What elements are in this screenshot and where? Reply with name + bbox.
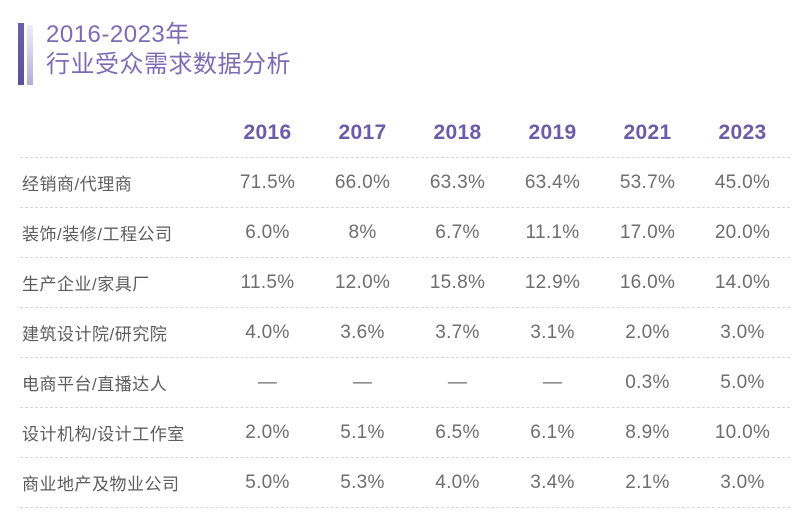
row-label: 装饰/装修/工程公司: [22, 225, 173, 244]
row-value: 4.0%: [245, 321, 290, 343]
row-value: 53.7%: [619, 171, 676, 193]
row-label: 电商平台/直播达人: [22, 375, 168, 394]
table-row: 商业地产及物业公司 5.0% 5.3% 4.0% 3.4% 2.1% 3.0%: [20, 458, 790, 508]
accent-bar-dark: [18, 23, 24, 85]
row-value: 5.3%: [340, 471, 385, 493]
column-header-2016: 2016: [243, 120, 292, 144]
row-value: 8.9%: [625, 421, 670, 443]
accent-bar-light: [27, 25, 33, 85]
row-value: —: [257, 371, 278, 393]
data-table: 2016 2017 2018 2019 2021 2023 经销商/代理商 71…: [20, 108, 790, 508]
row-value: 45.0%: [714, 171, 771, 193]
row-value: 2.0%: [245, 421, 290, 443]
row-value: —: [352, 371, 373, 393]
table-row: 电商平台/直播达人 — — — — 0.3% 5.0%: [20, 358, 790, 408]
row-value: 63.4%: [524, 171, 581, 193]
row-value: 63.3%: [429, 171, 486, 193]
row-value: 0.3%: [625, 371, 670, 393]
row-value: 3.1%: [530, 321, 575, 343]
row-label: 生产企业/家具厂: [22, 275, 150, 294]
row-label: 建筑设计院/研究院: [22, 325, 168, 344]
row-value: —: [447, 371, 468, 393]
row-label: 经销商/代理商: [22, 175, 133, 194]
row-value: 5.0%: [720, 371, 765, 393]
row-value: —: [542, 371, 563, 393]
title-line-1: 2016-2023年: [46, 21, 190, 48]
row-value: 6.0%: [245, 221, 290, 243]
row-value: 66.0%: [334, 171, 391, 193]
table-row: 经销商/代理商 71.5% 66.0% 63.3% 63.4% 53.7% 45…: [20, 158, 790, 208]
column-header-2021: 2021: [623, 120, 672, 144]
row-value: 11.5%: [240, 271, 295, 293]
row-value: 2.1%: [625, 471, 670, 493]
row-value: 4.0%: [435, 471, 480, 493]
row-label: 设计机构/设计工作室: [22, 425, 185, 444]
row-value: 6.7%: [435, 221, 480, 243]
table-header-row: 2016 2017 2018 2019 2021 2023: [20, 108, 790, 158]
row-value: 3.7%: [435, 321, 480, 343]
row-value: 71.5%: [239, 171, 296, 193]
page-header: 2016-2023年 行业受众需求数据分析: [18, 20, 800, 85]
row-value: 3.6%: [340, 321, 385, 343]
row-value: 6.1%: [530, 421, 575, 443]
row-value: 3.0%: [720, 321, 765, 343]
table-row: 建筑设计院/研究院 4.0% 3.6% 3.7% 3.1% 2.0% 3.0%: [20, 308, 790, 358]
row-value: 2.0%: [625, 321, 670, 343]
table-row: 生产企业/家具厂 11.5% 12.0% 15.8% 12.9% 16.0% 1…: [20, 258, 790, 308]
title-accent-bars-icon: [18, 23, 33, 85]
row-value: 20.0%: [714, 221, 771, 243]
row-value: 16.0%: [619, 271, 676, 293]
row-value: 12.9%: [524, 271, 581, 293]
row-value: 3.0%: [720, 471, 765, 493]
row-value: 8%: [348, 221, 377, 243]
column-header-2019: 2019: [528, 120, 577, 144]
column-header-2017: 2017: [338, 120, 387, 144]
row-value: 12.0%: [334, 271, 391, 293]
row-value: 6.5%: [435, 421, 480, 443]
page-title: 2016-2023年 行业受众需求数据分析: [46, 20, 291, 80]
row-label: 商业地产及物业公司: [22, 475, 180, 494]
row-value: 10.0%: [714, 421, 771, 443]
row-value: 5.0%: [245, 471, 290, 493]
report-page: 2016-2023年 行业受众需求数据分析 2016 2017 2018 201…: [0, 20, 800, 518]
row-value: 11.1%: [525, 221, 580, 243]
row-value: 3.4%: [530, 471, 575, 493]
column-header-2018: 2018: [433, 120, 482, 144]
table-row: 装饰/装修/工程公司 6.0% 8% 6.7% 11.1% 17.0% 20.0…: [20, 208, 790, 258]
row-value: 14.0%: [714, 271, 771, 293]
row-value: 15.8%: [429, 271, 486, 293]
row-value: 5.1%: [340, 421, 385, 443]
title-line-2: 行业受众需求数据分析: [46, 51, 291, 78]
row-value: 17.0%: [619, 221, 676, 243]
table-row: 设计机构/设计工作室 2.0% 5.1% 6.5% 6.1% 8.9% 10.0…: [20, 408, 790, 458]
column-header-2023: 2023: [718, 120, 767, 144]
